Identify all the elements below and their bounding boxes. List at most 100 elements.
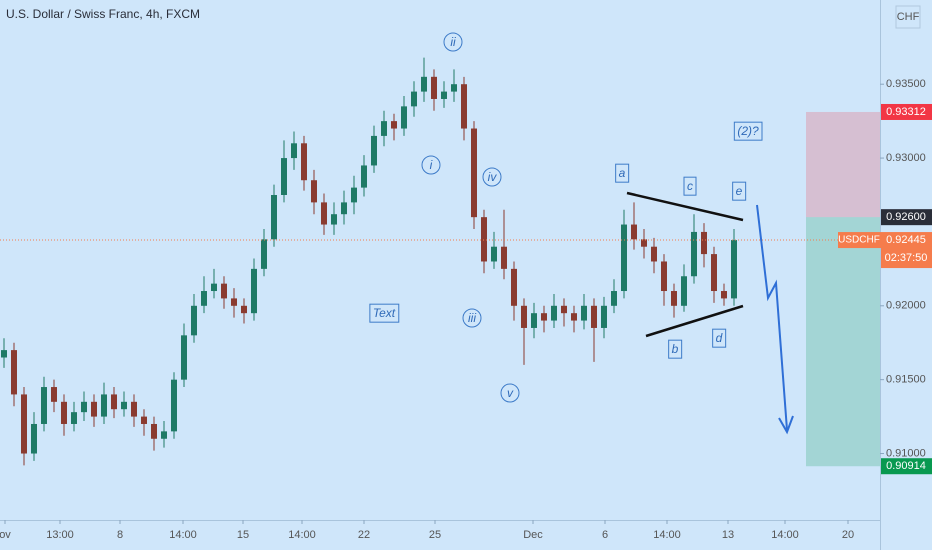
candle-body	[1, 350, 7, 358]
candle-body	[681, 276, 687, 306]
wave-label: a	[619, 166, 626, 180]
wave-label: v	[507, 386, 514, 400]
candle-body	[691, 231, 697, 277]
candle-body	[291, 143, 297, 159]
y-tick-label: 0.91500	[886, 374, 926, 386]
candle-body	[211, 283, 217, 292]
candle-body	[131, 401, 137, 417]
candle-body	[141, 416, 147, 424]
wave-label: iii	[468, 311, 476, 325]
candle-body	[651, 246, 657, 262]
currency: CHF	[897, 11, 920, 23]
candle-body	[271, 195, 277, 240]
candle-body	[191, 305, 197, 336]
loss-zone	[806, 111, 880, 218]
candle-body	[341, 202, 347, 215]
candle-body	[631, 224, 637, 240]
candle-body	[421, 76, 427, 92]
candle-body	[541, 313, 547, 321]
candle-body	[21, 394, 27, 454]
x-tick-label: 20	[842, 529, 854, 541]
price-label-bg	[881, 209, 932, 226]
candle-body	[371, 135, 377, 166]
wave-label: Text	[373, 306, 396, 320]
candle-body	[351, 187, 357, 203]
candle-body	[111, 394, 117, 410]
candle-body	[241, 305, 247, 314]
wave-label: e	[736, 184, 743, 198]
wave-label: (2)?	[737, 124, 759, 138]
symbol-tag: USDCHF	[838, 235, 880, 246]
price-label-bg	[881, 103, 932, 120]
label-box	[615, 163, 630, 183]
candle-body	[381, 121, 387, 136]
label-box	[683, 176, 697, 196]
y-tick-label: 0.93500	[886, 78, 926, 90]
price-label-bg	[881, 232, 932, 269]
candle-body	[231, 298, 237, 306]
y-tick-label: 0.92000	[886, 300, 926, 312]
price-label-bg	[881, 458, 932, 475]
x-tick-label: 15	[237, 529, 249, 541]
candle-body	[731, 240, 737, 299]
candle-body	[361, 165, 367, 188]
candle-body	[171, 379, 177, 432]
price-label: 0.93312	[886, 106, 926, 118]
candle-body	[71, 412, 77, 424]
x-tick-label: 25	[429, 529, 441, 541]
wave-label: iv	[488, 170, 498, 184]
candle-body	[31, 423, 37, 454]
x-tick-label: 14:00	[169, 529, 197, 541]
candle-body	[161, 431, 167, 439]
x-tick-label: 13	[722, 529, 734, 541]
candle-body	[401, 106, 407, 129]
symbol-tag-bg	[838, 232, 881, 249]
candle-body	[281, 158, 287, 195]
candle-body	[501, 246, 507, 269]
candle-body	[201, 291, 207, 306]
candle-body	[311, 180, 317, 203]
candle-body	[551, 305, 557, 321]
candle-body	[441, 91, 447, 99]
candle-body	[41, 387, 47, 424]
countdown: 02:37:50	[885, 252, 928, 264]
label-box	[712, 328, 727, 348]
candle-body	[101, 394, 107, 417]
x-tick-label: Dec	[523, 529, 543, 541]
candle-body	[61, 401, 67, 424]
price-label: 0.92600	[886, 211, 926, 223]
candle-body	[431, 76, 437, 99]
trend-line	[645, 304, 744, 338]
label-box	[668, 339, 683, 359]
candle-body	[561, 305, 567, 314]
label-box	[733, 121, 763, 141]
x-tick-label: 13:00	[46, 529, 74, 541]
candle-body	[481, 217, 487, 262]
x-tick-label: 14:00	[653, 529, 681, 541]
wave-label: i	[430, 158, 433, 172]
candle-body	[661, 261, 667, 292]
candle-body	[511, 268, 517, 306]
candle-body	[221, 283, 227, 299]
candle-body	[721, 291, 727, 299]
candle-body	[81, 401, 87, 413]
candle-body	[411, 91, 417, 107]
price-label: 0.92445	[886, 234, 926, 246]
chart-title: U.S. Dollar / Swiss Franc, 4h, FXCM	[6, 7, 200, 21]
wave-circle	[482, 167, 502, 187]
wave-circle	[443, 32, 463, 52]
candle-body	[571, 313, 577, 321]
candle-body	[461, 84, 467, 129]
currency-box[interactable]	[895, 5, 921, 29]
x-tick-label: 14:00	[288, 529, 316, 541]
wave-circle	[421, 155, 441, 175]
profit-zone	[806, 217, 880, 467]
candle-body	[641, 239, 647, 247]
candle-body	[531, 313, 537, 328]
candle-body	[471, 128, 477, 218]
candle-body	[321, 202, 327, 225]
trend-line	[626, 191, 744, 222]
